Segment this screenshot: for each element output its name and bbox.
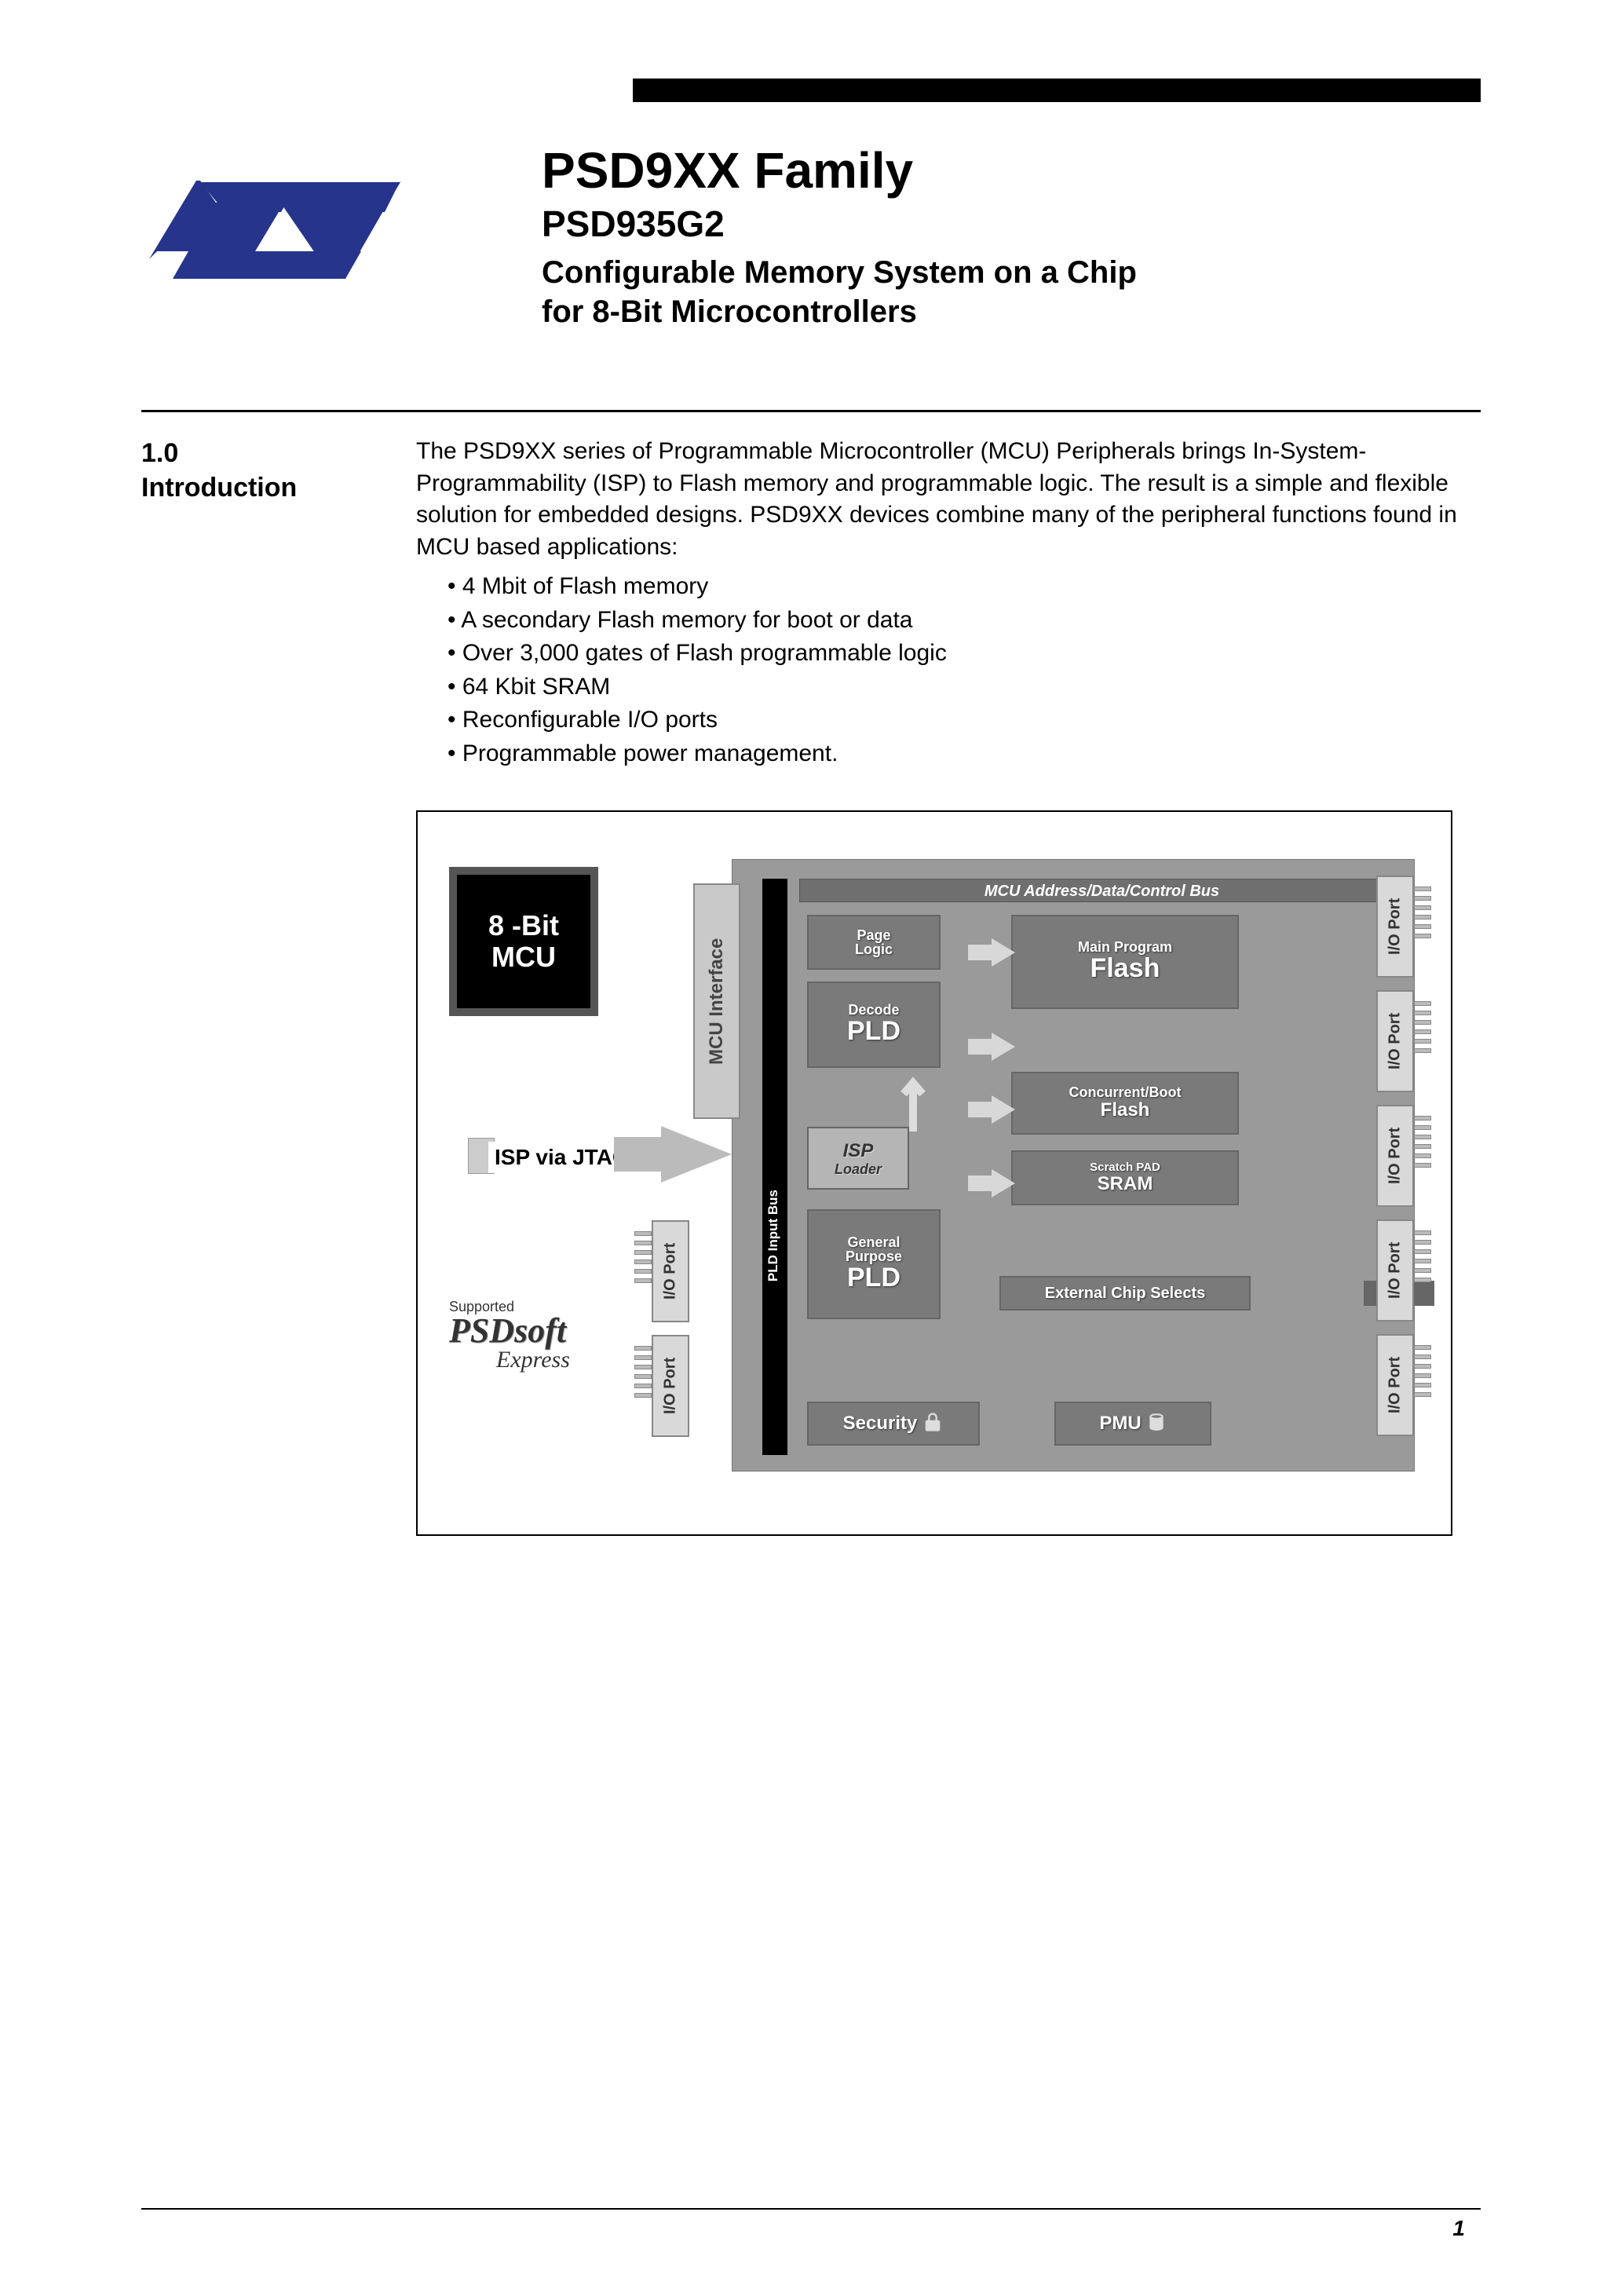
isp-loader-box: ISP Loader <box>807 1127 909 1190</box>
page-logic-box: Page Logic <box>807 915 941 970</box>
bullet-item: 4 Mbit of Flash memory <box>448 571 1481 603</box>
io-pins-icon <box>1414 1230 1431 1282</box>
logo-column <box>141 94 471 331</box>
security-label: Security <box>843 1413 918 1435</box>
pld-label-1: PLD <box>847 1017 901 1046</box>
psdsoft-name: PSDsoft <box>449 1315 630 1347</box>
title-part: PSD935G2 <box>542 203 1481 245</box>
flash-label-1: Flash <box>1090 954 1160 983</box>
intro-paragraph: The PSD9XX series of Programmable Microc… <box>416 436 1481 563</box>
flash-label-2: Flash <box>1101 1099 1150 1121</box>
jtag-arrow-icon <box>661 1126 732 1183</box>
footer-rule <box>141 2208 1481 2210</box>
section-body: The PSD9XX series of Programmable Microc… <box>416 436 1481 771</box>
main-program-label: Main Program <box>1078 940 1172 954</box>
decode-pld-box: Decode PLD <box>807 982 941 1068</box>
gp-pld-box: General Purpose PLD <box>807 1209 941 1319</box>
pld-label-2: PLD <box>847 1263 901 1292</box>
io-port-right-5: I/O Port <box>1376 1334 1414 1436</box>
lock-icon <box>922 1411 944 1437</box>
io-pins-icon <box>1414 1001 1431 1053</box>
black-bus <box>762 879 787 1455</box>
mcu-interface-box: MCU Interface <box>693 883 740 1119</box>
io-port-right-1: I/O Port <box>1376 876 1414 978</box>
io-port-right-3: I/O Port <box>1376 1105 1414 1207</box>
section-intro: 1.0 Introduction The PSD9XX series of Pr… <box>141 436 1481 771</box>
top-bus-label: MCU Address/Data/Control Bus <box>799 879 1405 902</box>
arrow-icon <box>992 938 1015 967</box>
bullet-item: Programmable power management. <box>448 738 1481 770</box>
section-label: 1.0 Introduction <box>141 436 385 771</box>
page: PSD9XX Family PSD935G2 Configurable Memo… <box>0 0 1622 2296</box>
io-pins-icon <box>634 1346 652 1398</box>
section-title: Introduction <box>141 473 297 503</box>
ext-cs-label: External Chip Selects <box>1045 1285 1206 1301</box>
bullet-item: Over 3,000 gates of Flash programmable l… <box>448 638 1481 670</box>
security-box: Security <box>807 1402 980 1446</box>
page-logic-l2: Logic <box>855 942 893 956</box>
database-icon <box>1146 1412 1167 1436</box>
header: PSD9XX Family PSD935G2 Configurable Memo… <box>141 94 1481 331</box>
arrow-icon <box>992 1095 1015 1124</box>
io-port-right-4: I/O Port <box>1376 1219 1414 1322</box>
io-port-left-1: I/O Port <box>652 1220 689 1322</box>
concurrent-label: Concurrent/Boot <box>1069 1085 1182 1099</box>
loader-label: Loader <box>835 1162 882 1176</box>
io-pins-icon <box>1414 1345 1431 1397</box>
arrow-icon <box>992 1033 1015 1061</box>
psd-gray-block: MCU Interface PLD Input Bus MCU Address/… <box>732 859 1415 1472</box>
main-flash-box: Main Program Flash <box>1011 915 1239 1009</box>
mcu-chip: 8 -Bit MCU <box>449 867 598 1016</box>
page-number: 1 <box>1452 2216 1465 2241</box>
decode-label: Decode <box>848 1003 899 1017</box>
io-port-left-2: I/O Port <box>652 1335 689 1437</box>
bullet-list: 4 Mbit of Flash memory A secondary Flash… <box>416 571 1481 770</box>
scratch-label: Scratch PAD <box>1090 1161 1160 1173</box>
bullet-item: A secondary Flash memory for boot or dat… <box>448 605 1481 637</box>
bullet-item: 64 Kbit SRAM <box>448 671 1481 704</box>
mcu-line1: 8 -Bit <box>488 910 559 941</box>
io-pins-icon <box>634 1231 652 1283</box>
psdsoft-logo: Supported PSDsoft Express <box>449 1299 630 1373</box>
io-pins-icon <box>1414 887 1431 938</box>
ext-cs-box: External Chip Selects <box>999 1276 1251 1311</box>
bullet-item: Reconfigurable I/O ports <box>448 704 1481 737</box>
io-pins-icon <box>1414 1116 1431 1168</box>
pmu-box: PMU <box>1054 1402 1211 1446</box>
sram-box: Scratch PAD SRAM <box>1011 1150 1239 1205</box>
psdsoft-express: Express <box>496 1347 630 1373</box>
general-label: General <box>847 1235 900 1249</box>
st-logo-icon <box>141 157 408 283</box>
section-number: 1.0 <box>141 438 178 468</box>
header-black-bar <box>633 79 1481 102</box>
block-diagram-frame: 8 -Bit MCU ISP via JTAG Supported PSDsof… <box>416 810 1452 1536</box>
title-column: PSD9XX Family PSD935G2 Configurable Memo… <box>534 94 1481 331</box>
sram-label: SRAM <box>1098 1173 1153 1195</box>
arrow-up-icon <box>897 1069 929 1132</box>
mcu-line2: MCU <box>491 941 556 973</box>
section-rule <box>141 410 1481 412</box>
arrow-icon <box>992 1169 1015 1197</box>
title-family: PSD9XX Family <box>542 141 1481 199</box>
title-subtitle-2: for 8-Bit Microcontrollers <box>542 292 1481 331</box>
pld-input-bus-label: PLD Input Bus <box>765 1190 781 1281</box>
isp-label: ISP <box>843 1140 874 1162</box>
block-diagram: 8 -Bit MCU ISP via JTAG Supported PSDsof… <box>441 843 1427 1487</box>
pmu-label: PMU <box>1099 1413 1141 1435</box>
io-port-right-2: I/O Port <box>1376 990 1414 1092</box>
purpose-label: Purpose <box>846 1249 902 1263</box>
page-logic-l1: Page <box>857 928 890 942</box>
title-subtitle-1: Configurable Memory System on a Chip <box>542 253 1481 292</box>
boot-flash-box: Concurrent/Boot Flash <box>1011 1072 1239 1135</box>
